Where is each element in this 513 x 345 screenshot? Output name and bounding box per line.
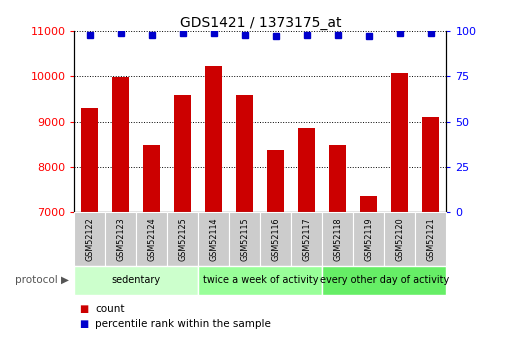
Text: GSM52116: GSM52116 xyxy=(271,217,280,261)
Text: GSM52118: GSM52118 xyxy=(333,217,342,261)
Bar xyxy=(322,212,353,266)
Bar xyxy=(267,150,284,212)
Bar xyxy=(299,128,315,212)
Bar xyxy=(205,66,222,212)
Text: GSM52120: GSM52120 xyxy=(396,217,404,261)
Text: sedentary: sedentary xyxy=(112,275,161,285)
Bar xyxy=(391,73,408,212)
Bar xyxy=(353,212,384,266)
Bar xyxy=(112,77,129,212)
Bar xyxy=(229,212,260,266)
Bar xyxy=(260,212,291,266)
Bar xyxy=(236,95,253,212)
Text: count: count xyxy=(95,304,125,314)
Bar xyxy=(105,212,136,266)
Text: GSM52121: GSM52121 xyxy=(426,217,436,261)
Bar xyxy=(167,212,199,266)
Bar xyxy=(136,212,167,266)
Bar xyxy=(384,212,416,266)
Bar xyxy=(74,266,199,295)
Text: ■: ■ xyxy=(80,319,89,329)
Bar xyxy=(422,117,439,212)
Text: GSM52125: GSM52125 xyxy=(179,217,187,261)
Text: GSM52123: GSM52123 xyxy=(116,217,125,261)
Bar xyxy=(322,266,446,295)
Title: GDS1421 / 1373175_at: GDS1421 / 1373175_at xyxy=(180,16,341,30)
Text: every other day of activity: every other day of activity xyxy=(320,275,449,285)
Text: GSM52115: GSM52115 xyxy=(241,217,249,261)
Bar xyxy=(199,266,322,295)
Bar xyxy=(74,212,105,266)
Text: percentile rank within the sample: percentile rank within the sample xyxy=(95,319,271,329)
Bar xyxy=(143,145,161,212)
Text: GSM52122: GSM52122 xyxy=(85,217,94,261)
Text: GSM52124: GSM52124 xyxy=(147,217,156,261)
Bar xyxy=(329,145,346,212)
Bar xyxy=(199,212,229,266)
Bar xyxy=(291,212,322,266)
Text: GSM52117: GSM52117 xyxy=(302,217,311,261)
Text: twice a week of activity: twice a week of activity xyxy=(203,275,318,285)
Bar xyxy=(174,95,191,212)
Text: GSM52114: GSM52114 xyxy=(209,217,219,261)
Text: ■: ■ xyxy=(80,304,89,314)
Text: GSM52119: GSM52119 xyxy=(364,217,373,261)
Bar xyxy=(416,212,446,266)
Bar xyxy=(82,108,98,212)
Bar xyxy=(360,196,378,212)
Text: protocol ▶: protocol ▶ xyxy=(15,275,69,285)
